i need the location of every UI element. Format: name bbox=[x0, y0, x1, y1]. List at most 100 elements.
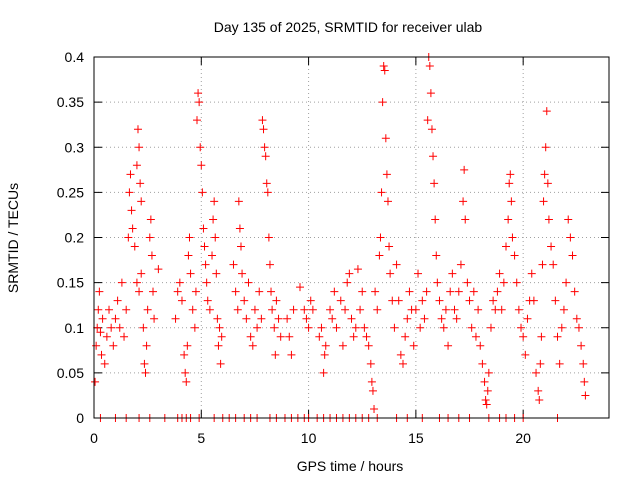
data-point bbox=[272, 296, 281, 305]
data-point bbox=[199, 224, 208, 233]
data-point bbox=[235, 224, 244, 233]
data-point bbox=[506, 170, 515, 179]
data-point bbox=[570, 287, 579, 296]
data-point bbox=[502, 242, 510, 251]
data-point bbox=[551, 296, 560, 305]
data-point bbox=[287, 350, 296, 359]
data-point bbox=[540, 170, 549, 179]
data-point bbox=[547, 242, 556, 251]
y-tick-label: 0.3 bbox=[65, 139, 85, 155]
data-point bbox=[444, 341, 453, 350]
data-point bbox=[562, 278, 571, 287]
data-point bbox=[217, 332, 226, 341]
data-point bbox=[177, 296, 186, 305]
data-point bbox=[471, 332, 480, 341]
data-point bbox=[250, 305, 259, 314]
data-point bbox=[102, 332, 111, 341]
data-point bbox=[182, 377, 191, 386]
data-point bbox=[441, 305, 450, 314]
data-point bbox=[568, 251, 577, 260]
data-point bbox=[332, 323, 341, 332]
data-point bbox=[300, 305, 309, 314]
data-point bbox=[211, 233, 220, 242]
data-point bbox=[493, 287, 502, 296]
data-point bbox=[461, 215, 470, 224]
data-point bbox=[113, 296, 122, 305]
data-point bbox=[289, 305, 298, 314]
data-point bbox=[347, 314, 356, 323]
x-ticks: 0 5 10 15 20 bbox=[90, 57, 531, 446]
data-point bbox=[480, 377, 489, 386]
data-point bbox=[541, 143, 550, 152]
data-point bbox=[328, 314, 337, 323]
data-point bbox=[512, 278, 521, 287]
data-point bbox=[173, 287, 182, 296]
data-point bbox=[521, 350, 530, 359]
data-point bbox=[330, 287, 339, 296]
data-point bbox=[538, 260, 547, 269]
x-axis-label: GPS time / hours bbox=[297, 458, 404, 474]
data-point bbox=[308, 305, 317, 314]
data-point bbox=[262, 179, 271, 188]
data-point bbox=[190, 323, 199, 332]
data-point bbox=[383, 197, 392, 206]
data-point bbox=[193, 116, 201, 125]
data-point bbox=[267, 287, 276, 296]
y-tick-label: 0.4 bbox=[65, 49, 85, 65]
data-point bbox=[527, 269, 536, 278]
data-point bbox=[437, 314, 446, 323]
data-point bbox=[231, 287, 240, 296]
data-point bbox=[130, 242, 139, 251]
data-point bbox=[353, 265, 362, 274]
data-point bbox=[306, 296, 315, 305]
data-point bbox=[544, 215, 553, 224]
data-point bbox=[115, 323, 124, 332]
data-point bbox=[536, 359, 545, 368]
data-point bbox=[504, 215, 513, 224]
data-point bbox=[270, 323, 279, 332]
data-point bbox=[423, 116, 432, 125]
data-point bbox=[319, 368, 328, 377]
data-point bbox=[171, 314, 180, 323]
data-point bbox=[95, 287, 104, 296]
data-point bbox=[378, 98, 387, 107]
data-point bbox=[427, 125, 436, 134]
data-point bbox=[320, 350, 329, 359]
data-point bbox=[523, 314, 532, 323]
data-point bbox=[435, 296, 444, 305]
data-point bbox=[542, 107, 551, 116]
data-point bbox=[465, 296, 474, 305]
data-point bbox=[566, 233, 575, 242]
data-point bbox=[141, 368, 150, 377]
data-point bbox=[362, 332, 371, 341]
data-point bbox=[543, 179, 552, 188]
grid-lines bbox=[94, 57, 609, 418]
data-point bbox=[229, 260, 238, 269]
data-point bbox=[261, 152, 270, 161]
data-point bbox=[246, 332, 255, 341]
data-point bbox=[210, 197, 219, 206]
data-point bbox=[373, 305, 382, 314]
data-point bbox=[553, 332, 562, 341]
data-point bbox=[264, 233, 273, 242]
data-point bbox=[203, 296, 212, 305]
data-point bbox=[142, 341, 151, 350]
data-point bbox=[105, 305, 114, 314]
data-point bbox=[399, 359, 407, 368]
data-point bbox=[145, 233, 154, 242]
data-point bbox=[580, 377, 589, 386]
data-point bbox=[234, 197, 243, 206]
data-point bbox=[429, 152, 438, 161]
data-point bbox=[549, 260, 558, 269]
data-point bbox=[431, 215, 440, 224]
data-point bbox=[140, 359, 149, 368]
plot-frame bbox=[93, 56, 610, 419]
data-point bbox=[100, 359, 109, 368]
data-point bbox=[394, 296, 403, 305]
data-point bbox=[364, 341, 373, 350]
data-point bbox=[430, 179, 439, 188]
data-point bbox=[474, 305, 483, 314]
data-point bbox=[581, 391, 590, 400]
data-point bbox=[411, 305, 420, 314]
data-point bbox=[304, 323, 313, 332]
